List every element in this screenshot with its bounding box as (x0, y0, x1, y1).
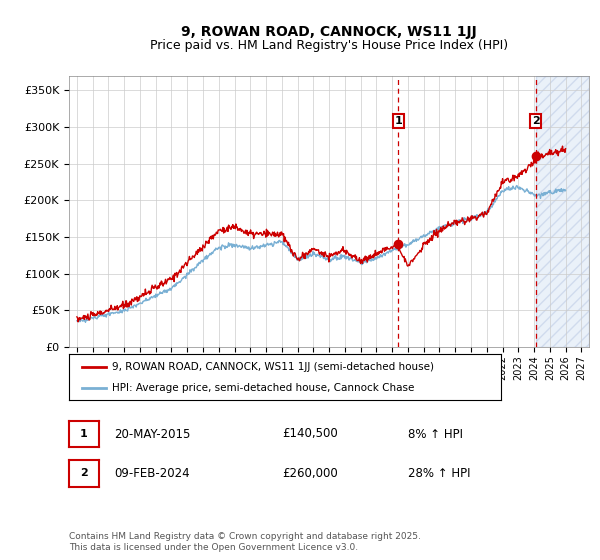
Text: 2: 2 (532, 116, 540, 126)
Text: 1: 1 (394, 116, 402, 126)
Bar (392, 114, 404, 128)
Text: Price paid vs. HM Land Registry's House Price Index (HPI): Price paid vs. HM Land Registry's House … (150, 39, 508, 52)
Bar (536, 76, 589, 347)
Text: £140,500: £140,500 (282, 427, 338, 441)
Text: 8% ↑ HPI: 8% ↑ HPI (408, 427, 463, 441)
Bar (536, 76, 589, 347)
Text: £260,000: £260,000 (282, 466, 338, 480)
Text: 2: 2 (80, 468, 88, 478)
Bar (530, 114, 541, 128)
Text: HPI: Average price, semi-detached house, Cannock Chase: HPI: Average price, semi-detached house,… (112, 382, 415, 393)
Text: 28% ↑ HPI: 28% ↑ HPI (408, 466, 470, 480)
Text: 20-MAY-2015: 20-MAY-2015 (114, 427, 190, 441)
Text: Contains HM Land Registry data © Crown copyright and database right 2025.
This d: Contains HM Land Registry data © Crown c… (69, 532, 421, 552)
Text: 9, ROWAN ROAD, CANNOCK, WS11 1JJ: 9, ROWAN ROAD, CANNOCK, WS11 1JJ (181, 25, 476, 39)
Text: 09-FEB-2024: 09-FEB-2024 (114, 466, 190, 480)
Text: 1: 1 (80, 429, 88, 439)
Text: 9, ROWAN ROAD, CANNOCK, WS11 1JJ (semi-detached house): 9, ROWAN ROAD, CANNOCK, WS11 1JJ (semi-d… (112, 362, 434, 372)
